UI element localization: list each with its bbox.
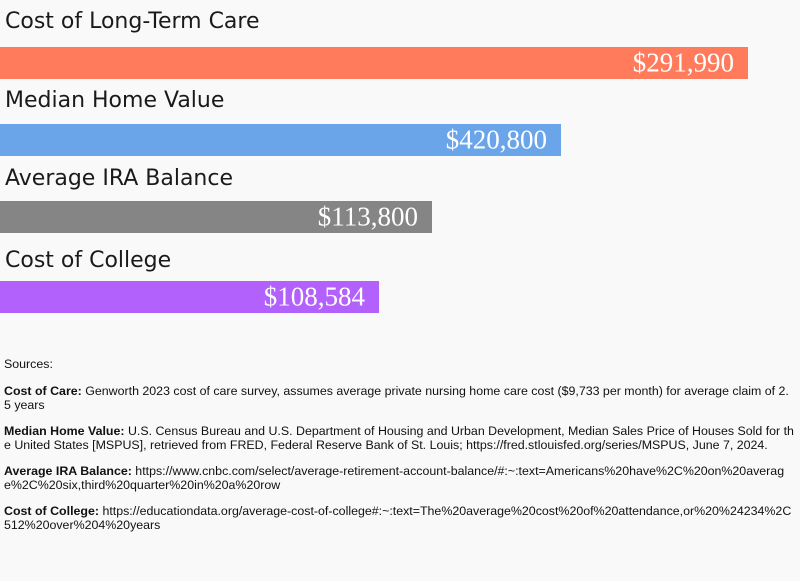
category-label: Cost of Long-Term Care (5, 9, 260, 34)
bar: $420,800 (0, 124, 561, 156)
bar-chart: Cost of Long-Term Care $291,990 Median H… (0, 9, 748, 313)
source-label: Cost of College: (4, 504, 99, 518)
category-label: Cost of College (5, 248, 172, 273)
source-text: https://www.cnbc.com/select/average-reti… (4, 464, 785, 492)
source-item: Cost of Care: Genworth 2023 cost of care… (4, 384, 794, 412)
source-text: Genworth 2023 cost of care survey, assum… (4, 384, 789, 412)
source-text: https://educationdata.org/average-cost-o… (4, 504, 792, 532)
sources-footnote: Sources: Cost of Care: Genworth 2023 cos… (4, 357, 794, 544)
bar: $113,800 (0, 201, 432, 233)
bar-value-label: $291,990 (632, 47, 734, 78)
source-item: Average IRA Balance: https://www.cnbc.co… (4, 464, 794, 492)
source-label: Cost of Care: (4, 384, 82, 398)
source-label: Average IRA Balance: (4, 464, 132, 478)
source-item: Cost of College: https://educationdata.o… (4, 504, 794, 532)
bar: $291,990 (0, 47, 748, 79)
bar-value-label: $420,800 (445, 124, 547, 155)
sources-title: Sources: (4, 357, 53, 371)
bar: $108,584 (0, 281, 379, 313)
category-label: Average IRA Balance (5, 166, 234, 191)
bar-value-label: $113,800 (317, 201, 418, 232)
source-label: Median Home Value: (4, 424, 125, 438)
category-label: Median Home Value (5, 88, 225, 113)
source-text: U.S. Census Bureau and U.S. Department o… (4, 424, 794, 452)
bar-value-label: $108,584 (263, 281, 365, 312)
source-item: Median Home Value: U.S. Census Bureau an… (4, 424, 794, 452)
